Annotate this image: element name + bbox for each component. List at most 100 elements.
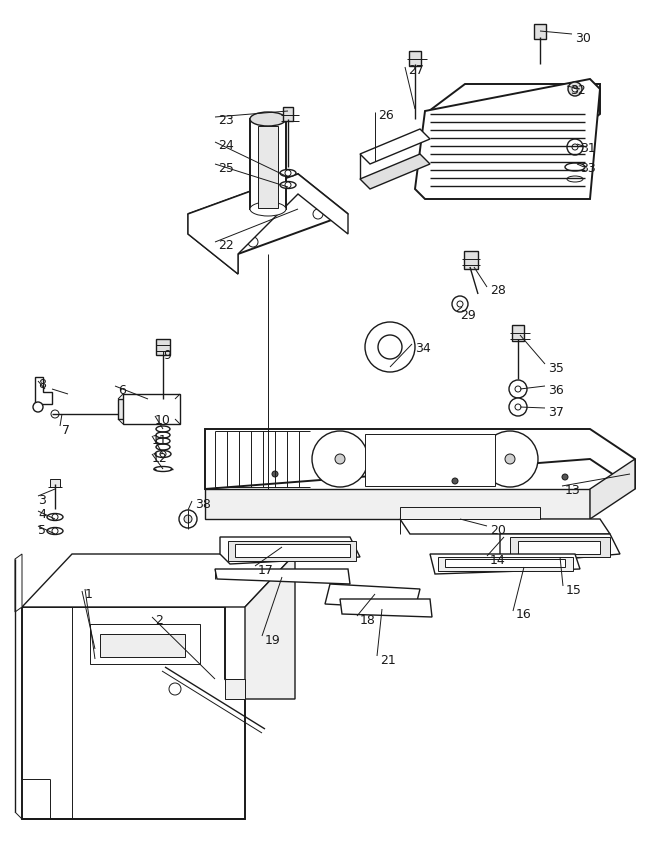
Text: 4: 4 [38,508,46,521]
Text: 16: 16 [516,607,532,621]
Polygon shape [205,489,590,520]
Polygon shape [500,534,620,564]
Bar [510,538,610,557]
Circle shape [335,454,345,464]
Polygon shape [22,607,245,819]
Text: 32: 32 [570,83,586,96]
Polygon shape [430,555,580,574]
Bar [438,557,573,572]
Polygon shape [225,679,245,699]
Circle shape [365,323,415,372]
Circle shape [452,296,468,313]
Text: 25: 25 [218,161,234,175]
Text: 11: 11 [152,433,168,446]
Text: 38: 38 [195,498,211,511]
Polygon shape [100,634,185,657]
Ellipse shape [47,528,63,535]
Polygon shape [245,555,295,699]
Circle shape [272,471,278,477]
Circle shape [562,475,568,481]
Circle shape [169,683,181,695]
Circle shape [51,411,59,418]
Polygon shape [258,127,278,209]
Circle shape [509,381,527,399]
Polygon shape [590,459,635,520]
Polygon shape [445,560,565,567]
Bar [365,435,495,486]
Circle shape [509,399,527,417]
Polygon shape [235,544,350,557]
Text: 15: 15 [566,583,582,596]
Circle shape [33,402,43,412]
Bar [228,541,356,561]
Text: 33: 33 [580,161,596,175]
Polygon shape [22,555,295,607]
Polygon shape [415,80,600,199]
Circle shape [312,431,368,487]
Text: 36: 36 [548,383,564,396]
Text: 27: 27 [408,63,424,77]
Circle shape [457,302,463,308]
Text: 23: 23 [218,113,234,126]
Polygon shape [205,429,635,489]
Text: 35: 35 [548,361,564,374]
Text: 14: 14 [490,553,506,566]
Circle shape [285,170,291,177]
Circle shape [378,336,402,360]
Text: 18: 18 [360,613,376,625]
Polygon shape [250,120,286,210]
Polygon shape [188,175,348,274]
Bar [50,480,60,487]
Polygon shape [188,215,238,274]
Polygon shape [123,394,180,424]
Polygon shape [325,584,420,609]
Circle shape [572,145,578,151]
Text: 24: 24 [218,138,234,152]
Text: 21: 21 [380,653,396,665]
Ellipse shape [155,451,171,458]
Text: 17: 17 [258,563,274,576]
Polygon shape [215,569,350,584]
Text: 34: 34 [415,341,431,354]
Ellipse shape [47,514,63,521]
Polygon shape [118,400,175,419]
Text: 19: 19 [265,633,281,646]
Polygon shape [360,130,430,164]
Text: 3: 3 [38,493,46,506]
Polygon shape [90,625,200,665]
Ellipse shape [567,177,583,183]
Polygon shape [400,520,610,534]
Circle shape [313,210,323,220]
Polygon shape [425,85,600,145]
Text: 20: 20 [490,523,506,536]
Circle shape [515,387,521,393]
Polygon shape [35,377,52,405]
Polygon shape [518,541,600,555]
Text: 30: 30 [575,32,591,44]
Text: 5: 5 [38,523,46,536]
Circle shape [52,528,58,534]
Text: 9: 9 [163,348,171,361]
Polygon shape [220,538,360,564]
Bar [156,340,170,355]
Circle shape [567,140,583,156]
Bar [283,108,293,122]
Circle shape [213,210,223,220]
Circle shape [452,479,458,485]
Ellipse shape [250,112,286,127]
Circle shape [568,83,582,97]
Polygon shape [400,508,540,520]
Text: 29: 29 [460,308,476,321]
Text: 13: 13 [565,483,581,496]
Text: 6: 6 [118,383,126,396]
Ellipse shape [250,203,286,216]
Polygon shape [15,555,22,613]
Text: 26: 26 [378,108,394,121]
Text: 10: 10 [155,413,171,426]
Bar [534,25,546,40]
Circle shape [184,515,192,523]
Text: 37: 37 [548,405,564,418]
Circle shape [179,510,197,528]
Polygon shape [340,599,432,618]
Bar [464,251,478,270]
